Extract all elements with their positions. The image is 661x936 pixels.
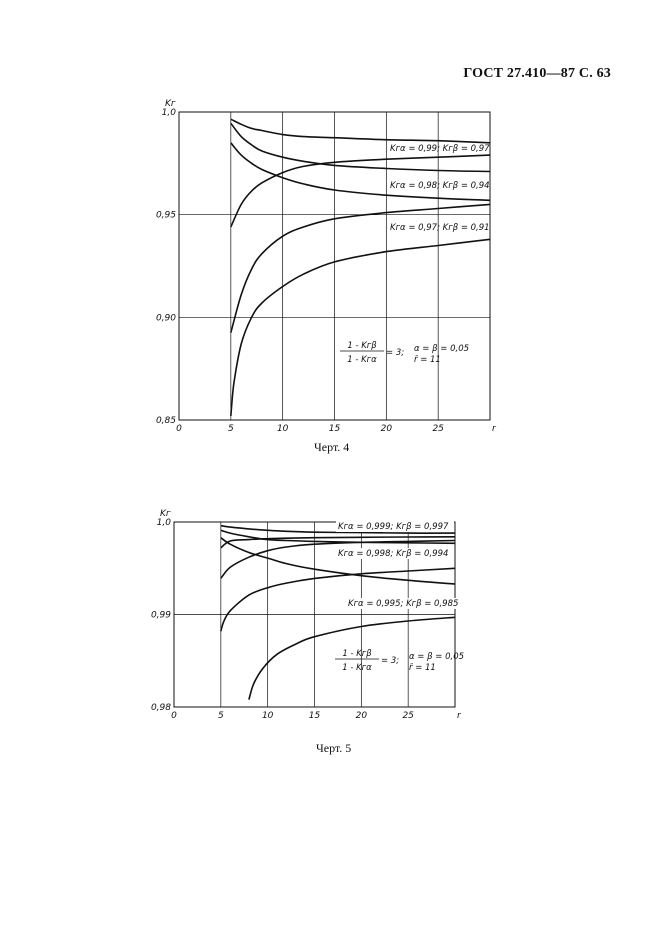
chart-2-y-tick-label: 0,99: [151, 611, 171, 621]
chart-2-x-tick-label: 0: [171, 711, 177, 721]
chart-1-series-line-6: [230, 238, 491, 416]
chart-2-series-line-1: [220, 524, 456, 534]
chart-2-curve-label: Kгα = 0,995; Kгβ = 0,985: [348, 599, 458, 609]
chart-2-curve-label-bg: [346, 598, 464, 609]
chart-2-series-line-2: [220, 529, 456, 545]
chart-1-formula-numerator: 1 - Kгβ: [347, 341, 377, 351]
chart-1-x-tick-label: 25: [432, 424, 444, 434]
chart-1-curve-label: Kгα = 0,99; Kгβ = 0,97: [390, 144, 490, 154]
chart-1-y-tick-label: 0,90: [156, 313, 176, 323]
chart-1-y-tick-label: 0,95: [156, 211, 176, 221]
chart-1-caption: Черт. 4: [314, 440, 350, 454]
chart-1-x-tick-label: 0: [176, 424, 182, 434]
chart-2-y-tick-label: 0,98: [151, 703, 171, 713]
chart-1-y-tick-label: 0,85: [156, 416, 176, 426]
chart-2-series-line-3: [220, 536, 456, 549]
chart-1-series-line-1: [230, 118, 491, 144]
chart-1-y-axis-label: Kг: [165, 99, 176, 109]
chart-2-series-line-6: [220, 567, 456, 632]
chart-2-x-tick-label: 15: [309, 711, 321, 721]
chart-2-x-tick-label: 20: [356, 711, 368, 721]
chart-2-x-axis-label: r: [457, 711, 462, 721]
page-header: ГОСТ 27.410—87 С. 63: [463, 66, 611, 81]
chart-2-series-line-5: [220, 539, 456, 579]
chart-2-curve-label-bg: [336, 548, 454, 559]
chart-1-series-line-4: [230, 142, 491, 202]
chart-2-x-tick-label: 5: [218, 711, 224, 721]
chart-1-formula-denominator: 1 - Kгα: [347, 355, 377, 365]
chart-2-curve-label: Kгα = 0,999; Kгβ = 0,997: [338, 522, 449, 532]
chart-2-caption: Черт. 5: [316, 741, 352, 755]
chart-1-series-line-2: [230, 122, 491, 173]
chart-2-x-tick-label: 10: [262, 711, 274, 721]
chart-2-formula-r-mean: r̄ = 11: [409, 663, 436, 673]
chart-1-series-line-3: [230, 154, 491, 228]
chart-2-y-tick-label: 1,0: [157, 518, 172, 528]
chart-2-x-tick-label: 25: [402, 711, 414, 721]
chart-1-curve-label: Kгα = 0,98; Kгβ = 0,94: [390, 181, 490, 191]
chart-1-x-tick-label: 5: [228, 424, 234, 434]
chart-2-series-line-7: [248, 616, 456, 700]
chart-2-formula-alpha-beta: α = β = 0,05: [409, 652, 464, 662]
chart-2-curve-label-bg: [336, 521, 454, 532]
chart-2-y-axis-label: Kг: [160, 509, 171, 519]
chart-1-formula-alpha-beta: α = β = 0,05: [414, 344, 469, 354]
chart-2-curve-label: Kгα = 0,998; Kгβ = 0,994: [338, 549, 448, 559]
chart-2-formula-numerator: 1 - Kгβ: [342, 649, 372, 659]
chart-1-x-tick-label: 20: [381, 424, 393, 434]
chart-1-x-tick-label: 10: [277, 424, 289, 434]
chart-2-formula-denominator: 1 - Kгα: [342, 663, 372, 673]
chart-1-x-axis-label: r: [492, 424, 497, 434]
chart-2-formula-eq: = 3;: [381, 656, 399, 666]
chart-1-y-tick-label: 1,0: [162, 108, 177, 118]
chart-1-curve-label: Kгα = 0,97; Kгβ = 0,91: [390, 223, 490, 233]
chart-1-formula-eq: = 3;: [386, 348, 404, 358]
chart-1-formula-r-mean: r̄ = 11: [414, 355, 441, 365]
chart-1-x-tick-label: 15: [329, 424, 341, 434]
chart-2-series-line-4: [220, 537, 456, 585]
chart-1-series-line-5: [230, 203, 491, 333]
